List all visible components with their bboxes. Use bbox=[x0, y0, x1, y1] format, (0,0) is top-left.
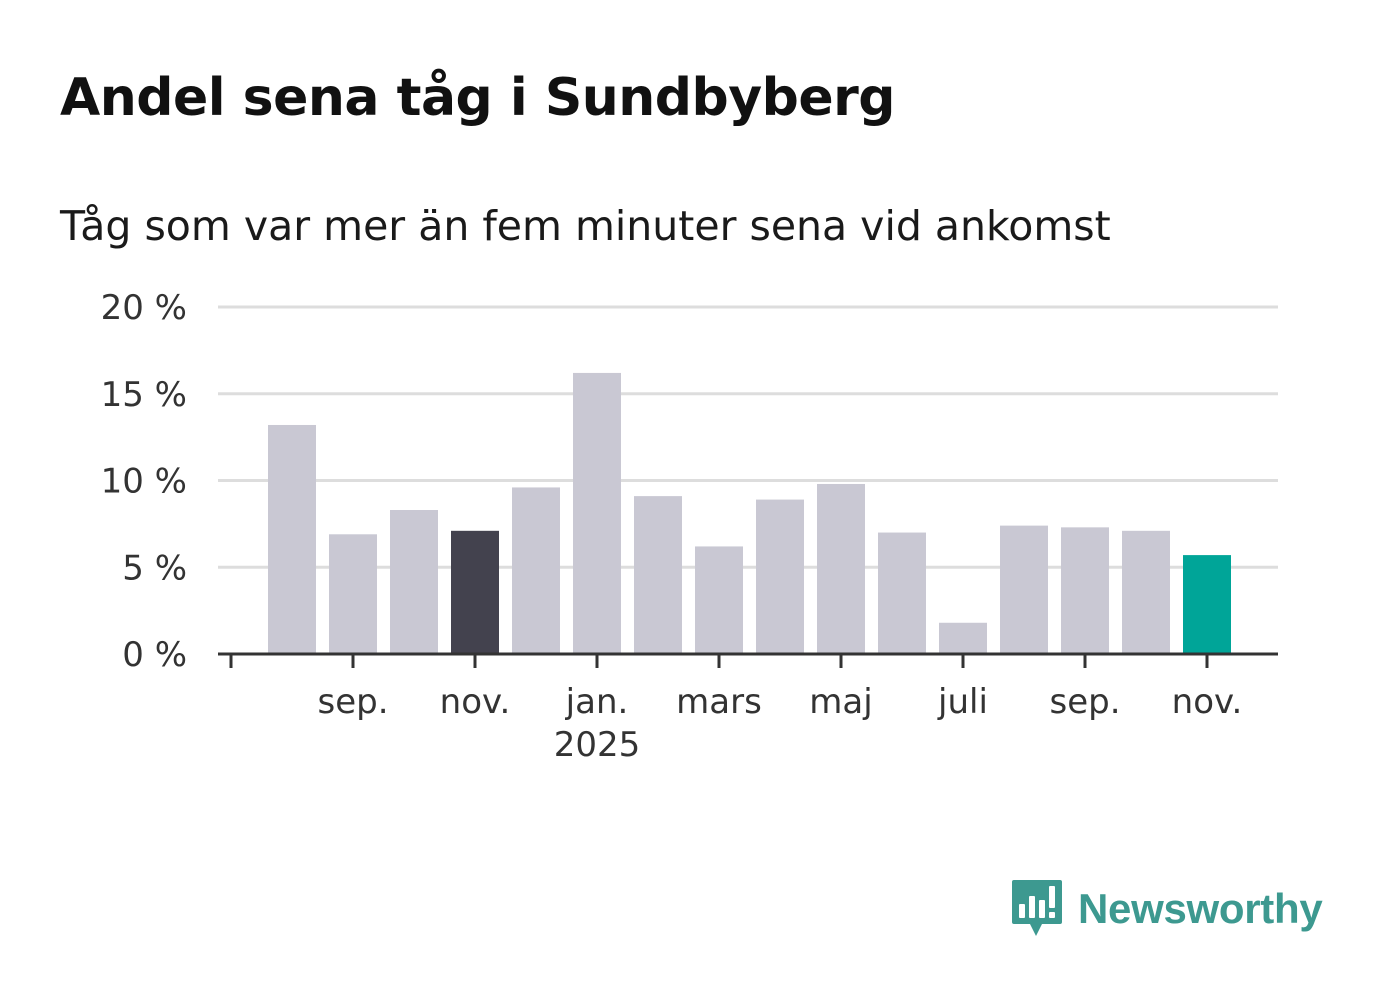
bar bbox=[634, 496, 682, 654]
bar bbox=[268, 424, 316, 654]
y-tick-label: 0 % bbox=[122, 635, 187, 675]
x-tick-label: jan. bbox=[565, 682, 629, 722]
x-tick-label: mars bbox=[676, 682, 762, 722]
chart-title: Andel sena tåg i Sundbyberg bbox=[60, 68, 896, 128]
x-tick-label: juli bbox=[937, 682, 988, 722]
bar bbox=[878, 532, 926, 654]
bar bbox=[451, 530, 499, 654]
y-tick-label: 5 % bbox=[122, 548, 187, 588]
y-tick-label: 15 % bbox=[101, 375, 187, 415]
x-tick-sublabel: 2025 bbox=[554, 725, 641, 765]
bar bbox=[390, 509, 438, 654]
x-tick-label: maj bbox=[809, 682, 872, 722]
brand-name: Newsworthy bbox=[1078, 885, 1323, 932]
x-tick-label: sep. bbox=[1049, 682, 1120, 722]
bar bbox=[573, 372, 621, 654]
x-tick-label: sep. bbox=[317, 682, 388, 722]
bar bbox=[817, 483, 865, 654]
bar bbox=[329, 534, 377, 654]
bar bbox=[695, 546, 743, 654]
x-axis bbox=[218, 652, 1278, 668]
newsworthy-logo: Newsworthy bbox=[1010, 878, 1323, 940]
newsworthy-logo-icon bbox=[1012, 880, 1062, 936]
bar bbox=[1000, 525, 1048, 654]
gridlines bbox=[218, 305, 1278, 569]
bar bbox=[1183, 555, 1231, 654]
x-tick-label: nov. bbox=[1172, 682, 1243, 722]
bar bbox=[756, 499, 804, 654]
bars bbox=[268, 372, 1231, 654]
chart-subtitle: Tåg som var mer än fem minuter sena vid … bbox=[60, 202, 1111, 250]
bar bbox=[939, 622, 987, 654]
y-tick-label: 20 % bbox=[101, 288, 187, 328]
bar bbox=[1061, 527, 1109, 654]
x-tick-label: nov. bbox=[440, 682, 511, 722]
axis-labels: 0 % 5 % 10 % 15 % 20 % sep. nov. jan.2025 mars ma… bbox=[101, 288, 1243, 765]
bar bbox=[512, 487, 560, 654]
y-tick-label: 10 % bbox=[101, 462, 187, 502]
bar bbox=[1122, 530, 1170, 654]
